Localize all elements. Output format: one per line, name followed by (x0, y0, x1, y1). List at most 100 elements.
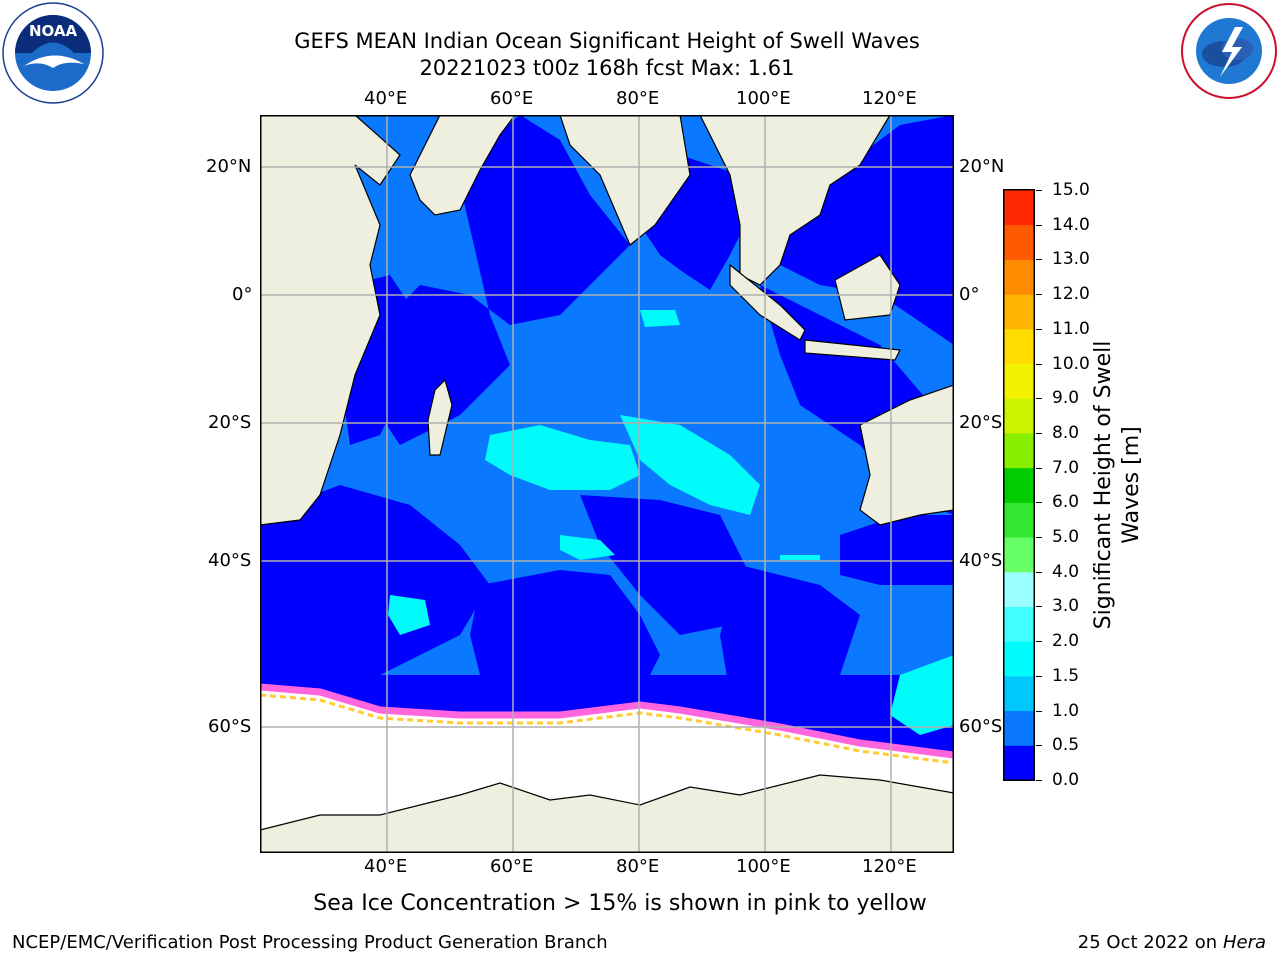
colorbar-tick-mark (1036, 190, 1042, 191)
lat-label-left-0: 0° (232, 284, 253, 305)
colorbar-tick-label: 5.0 (1052, 527, 1080, 548)
colorbar-tick-mark (1036, 710, 1042, 712)
colorbar-tick-mark (1036, 467, 1042, 469)
colorbar-svg (1003, 189, 1035, 781)
colorbar-tick-label: 15.0 (1052, 180, 1090, 200)
colorbar-segment (1004, 710, 1034, 746)
mid-swell-regions (388, 310, 954, 735)
footer-date: 25 Oct 2022 on (1077, 932, 1218, 953)
lat-label-left-60s: 60°S (208, 716, 252, 737)
colorbar-segment (1004, 502, 1034, 538)
colorbar-tick-label: 0.5 (1052, 735, 1080, 756)
colorbar-tick-label: 7.0 (1052, 457, 1080, 478)
lat-label-right-20n: 20°N (959, 156, 1005, 177)
colorbar-tick-label: 3.0 (1052, 596, 1080, 617)
india-land (559, 115, 691, 246)
colorbar-tick-label: 9.0 (1052, 388, 1080, 409)
colorbar-segment (1004, 190, 1034, 226)
colorbar-segment (1004, 467, 1034, 503)
colorbar-tick-label: 4.0 (1052, 561, 1080, 582)
colorbar-label: Significant Height of Swell Waves [m] (1090, 335, 1146, 635)
colorbar-segment (1004, 363, 1034, 399)
colorbar-tick-mark (1036, 328, 1042, 330)
lat-label-right-0: 0° (959, 284, 980, 305)
lat-label-right-20s: 20°S (959, 412, 1003, 433)
colorbar-tick-label: 10.0 (1052, 353, 1090, 374)
colorbar-tick-label: 1.0 (1052, 700, 1080, 721)
colorbar-tick-label: 2.0 (1052, 631, 1080, 652)
colorbar-label-line1: Significant Height of Swell (1091, 340, 1116, 630)
ice-edge-yellow (260, 693, 954, 765)
antarctica-land (260, 774, 954, 853)
colorbar (1003, 189, 1035, 781)
noaa-logo: NOAA (2, 2, 104, 104)
sumatra-land (729, 263, 806, 341)
colorbar-segment (1004, 745, 1034, 781)
colorbar-tick-label: 0.0 (1052, 770, 1080, 790)
colorbar-segment (1004, 571, 1034, 607)
map-panel (260, 115, 954, 853)
colorbar-tick-mark (1036, 780, 1042, 781)
nws-logo (1180, 2, 1278, 100)
map-frame (260, 115, 954, 853)
colorbar-tick-label: 14.0 (1052, 214, 1090, 235)
lat-label-right-60s: 60°S (959, 716, 1003, 737)
chart-title: GEFS MEAN Indian Ocean Significant Heigh… (294, 29, 920, 53)
colorbar-tick-mark (1036, 363, 1042, 365)
colorbar-segment (1004, 398, 1034, 434)
colorbar-label-line2: Waves [m] (1119, 426, 1144, 544)
footer-right: 25 Oct 2022 on Hera (1078, 932, 1266, 954)
colorbar-frame (1003, 189, 1035, 781)
lon-label-bottom-120e: 120°E (862, 856, 917, 877)
colorbar-tick-mark (1036, 432, 1042, 434)
colorbar-tick-label: 1.5 (1052, 665, 1080, 686)
lon-label-top-60e: 60°E (490, 88, 534, 109)
sea-ice-caption: Sea Ice Concentration > 15% is shown in … (313, 891, 927, 916)
footer-left: NCEP/EMC/Verification Post Processing Pr… (12, 932, 608, 953)
lon-label-bottom-80e: 80°E (616, 856, 660, 877)
borneo-land (834, 254, 901, 321)
chart-subtitle: 20221023 t00z 168h fcst Max: 1.61 (419, 56, 795, 80)
java-land (804, 339, 901, 361)
colorbar-tick-mark (1036, 745, 1042, 747)
colorbar-tick-label: 8.0 (1052, 422, 1080, 443)
lat-label-right-40s: 40°S (959, 550, 1003, 571)
lon-label-bottom-100e: 100°E (736, 856, 791, 877)
colorbar-tick-mark (1036, 294, 1042, 296)
lat-label-left-40s: 40°S (208, 550, 252, 571)
colorbar-tick-mark (1036, 606, 1042, 608)
colorbar-tick-label: 11.0 (1052, 318, 1090, 339)
colorbar-tick-label: 6.0 (1052, 492, 1080, 513)
colorbar-segment (1004, 606, 1034, 642)
colorbar-segment (1004, 432, 1034, 469)
colorbar-segment (1004, 224, 1034, 260)
australia-land (859, 384, 954, 526)
lon-label-top-120e: 120°E (862, 88, 917, 109)
colorbar-tick-mark (1036, 537, 1042, 539)
colorbar-tick-mark (1036, 675, 1042, 677)
gridlines (260, 115, 954, 853)
se-asia-land (699, 115, 891, 286)
colorbar-segment (1004, 675, 1034, 712)
colorbar-tick-mark (1036, 502, 1042, 504)
colorbar-tick-label: 13.0 (1052, 249, 1090, 270)
map-svg (260, 115, 954, 853)
colorbar-tick-label: 12.0 (1052, 284, 1090, 305)
lon-label-top-100e: 100°E (736, 88, 791, 109)
lon-label-bottom-60e: 60°E (490, 856, 534, 877)
footer-host: Hera (1222, 932, 1266, 953)
colorbar-segment (1004, 328, 1034, 365)
lat-label-left-20s: 20°S (208, 412, 252, 433)
colorbar-tick-mark (1036, 641, 1042, 643)
noaa-logo-text: NOAA (29, 22, 78, 40)
colorbar-tick-mark (1036, 398, 1042, 400)
colorbar-segment (1004, 259, 1034, 295)
lon-label-top-80e: 80°E (616, 88, 660, 109)
colorbar-segment (1004, 641, 1034, 677)
lat-label-left-20n: 20°N (206, 156, 252, 177)
arabia-land (409, 115, 516, 216)
colorbar-segment (1004, 537, 1034, 573)
ice-edge-pink (260, 683, 954, 759)
lon-label-top-40e: 40°E (364, 88, 408, 109)
colorbar-tick-mark (1036, 224, 1042, 226)
